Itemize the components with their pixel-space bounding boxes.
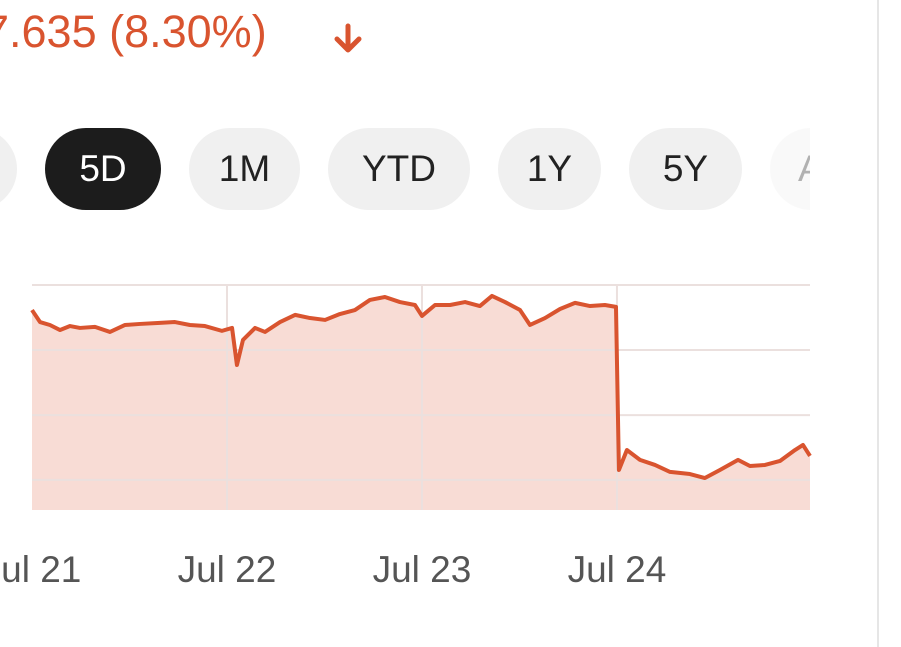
range-tab[interactable]: 1M	[189, 128, 300, 210]
range-tab[interactable]: 1Y	[498, 128, 601, 210]
range-tab[interactable]: 5D	[45, 128, 161, 210]
range-tabs: 5D1MYTD1Y5YALL	[0, 128, 810, 212]
x-tick-label: Jul 23	[373, 549, 472, 590]
price-line	[30, 293, 812, 481]
divider	[877, 0, 879, 647]
range-tab[interactable]: 5Y	[629, 128, 742, 210]
x-tick-label: Jul 22	[178, 549, 277, 590]
range-tab[interactable]: YTD	[328, 128, 470, 210]
price-change: 7.635 (8.30%)	[0, 6, 267, 57]
x-tick-label: Jul 21	[0, 549, 81, 590]
x-tick-label: Jul 24	[568, 549, 667, 590]
down-arrow	[334, 23, 362, 53]
chart: Jul 21 Jul 22 Jul 23 Jul 24	[0, 284, 812, 590]
